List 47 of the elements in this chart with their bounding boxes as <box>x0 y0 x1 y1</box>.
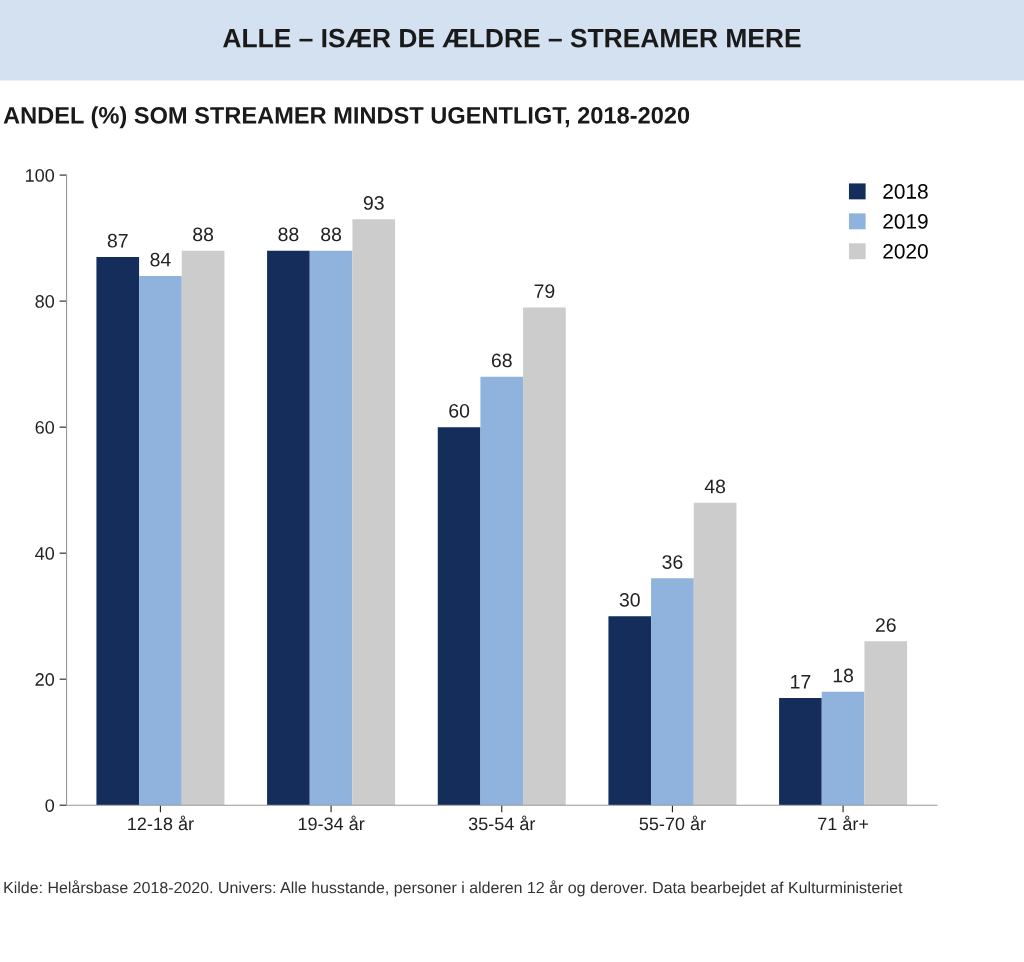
y-tick-label: 0 <box>45 799 55 812</box>
data-label: 88 <box>278 227 299 242</box>
data-label: 88 <box>193 227 214 242</box>
y-tick-label: 100 <box>26 169 55 182</box>
x-tick-label: 12-18 år <box>128 815 194 831</box>
legend-label: 2020 <box>883 243 928 259</box>
bar <box>608 616 652 806</box>
chart-subtitle: ANDEL (%) SOM STREAMER MINDST UGENTLIGT, 2018-2020 <box>3 106 690 129</box>
bar <box>309 250 353 806</box>
bar <box>480 376 524 806</box>
x-tick-label: 55-70 år <box>639 815 706 831</box>
bar <box>139 275 182 806</box>
data-label: 48 <box>704 479 726 494</box>
bar <box>437 427 481 806</box>
bar <box>181 250 225 806</box>
y-tick-label: 40 <box>35 547 55 560</box>
chart-title: ALLE – ISÆR DE ÆLDRE – STREAMER MERE <box>223 28 801 48</box>
y-tick-label: 60 <box>35 421 55 434</box>
text: Kilde: Helårsbase 2018-2020. Univers: Alle husstande, personer i alderen 12 år og derover. Data bearbejdet af Kulturministeriet <box>4 880 903 897</box>
legend-label: 2018 <box>883 184 928 199</box>
y-tick-label: 80 <box>35 295 55 308</box>
bar <box>693 502 737 806</box>
bar <box>821 691 865 806</box>
legend-label: 2019 <box>883 214 928 229</box>
data-label: 68 <box>491 353 512 368</box>
data-label: 36 <box>662 555 683 569</box>
data-label: 79 <box>534 284 555 299</box>
bar <box>267 250 310 806</box>
x-tick-label: 71 år+ <box>818 815 869 831</box>
data-label: 88 <box>321 227 342 242</box>
data-label: 84 <box>150 252 171 267</box>
x-tick-label: 19-34 år <box>298 815 365 831</box>
data-label: 60 <box>449 403 470 418</box>
bar <box>864 641 908 806</box>
data-label: 26 <box>875 618 896 632</box>
x-tick-label: 35-54 år <box>468 815 536 831</box>
bar <box>779 698 822 806</box>
bar <box>352 219 396 806</box>
data-label: 93 <box>363 196 384 210</box>
data-label: 18 <box>833 668 854 683</box>
y-tick-label: 20 <box>35 673 55 686</box>
bar <box>96 257 140 806</box>
bar <box>523 307 566 806</box>
data-label: 17 <box>791 675 811 689</box>
data-label: 30 <box>619 592 640 607</box>
data-label: 87 <box>107 233 128 248</box>
bar <box>651 578 694 806</box>
